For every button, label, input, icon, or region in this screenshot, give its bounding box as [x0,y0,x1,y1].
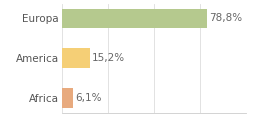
Bar [62,88,73,108]
Text: 15,2%: 15,2% [92,53,125,63]
Bar [62,9,207,28]
Bar [62,48,90,68]
Text: 6,1%: 6,1% [75,93,102,103]
Text: 78,8%: 78,8% [209,13,242,24]
